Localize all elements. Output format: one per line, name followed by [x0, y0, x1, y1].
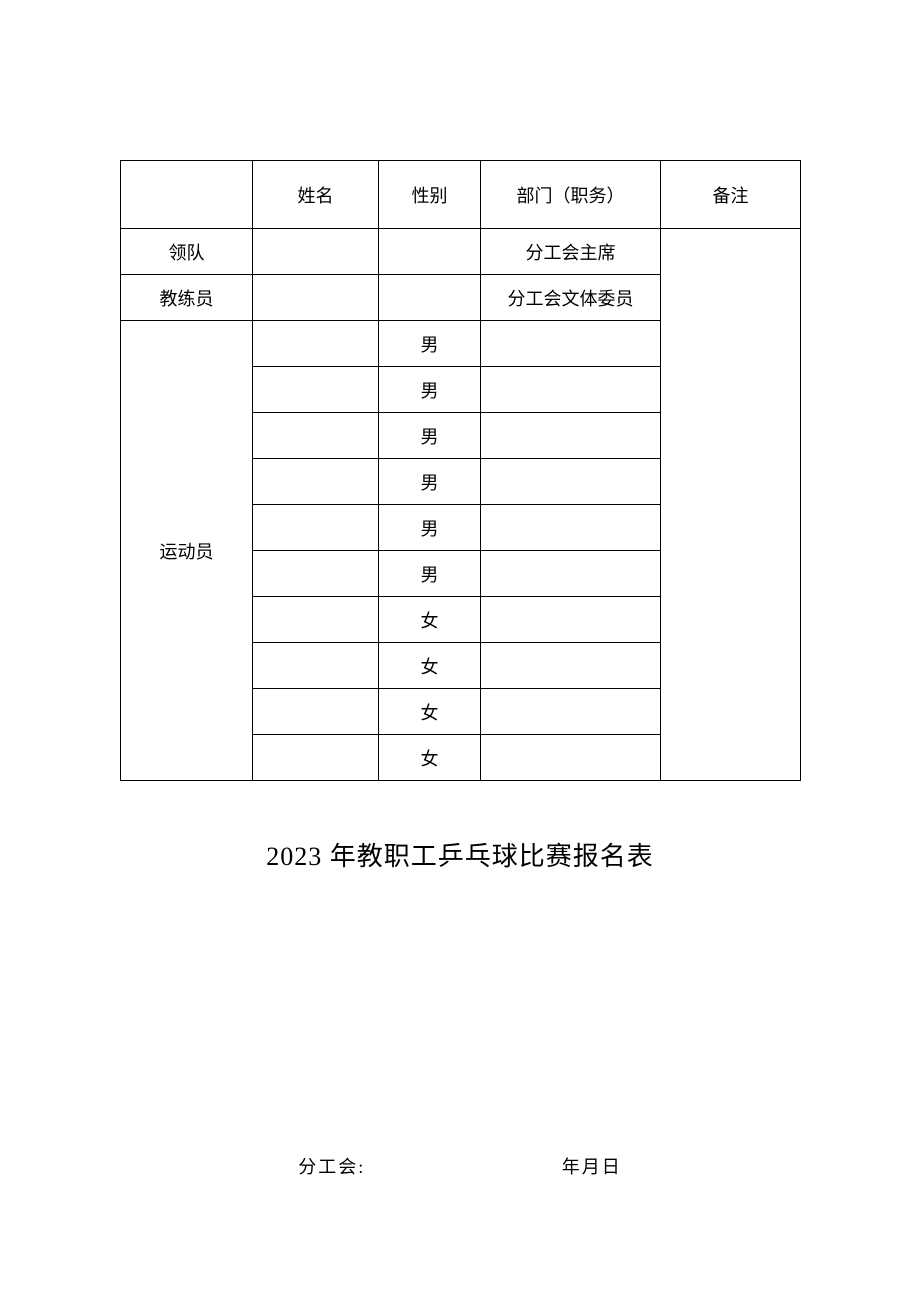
athlete-gender-cell: 女	[379, 597, 481, 643]
coach-gender-cell	[379, 275, 481, 321]
athlete-dept-cell	[481, 597, 661, 643]
athlete-dept-cell	[481, 689, 661, 735]
athlete-dept-cell	[481, 735, 661, 781]
athlete-dept-cell	[481, 551, 661, 597]
leader-gender-cell	[379, 229, 481, 275]
athlete-name-cell	[253, 735, 379, 781]
athlete-name-cell	[253, 321, 379, 367]
leader-name-cell	[253, 229, 379, 275]
athlete-gender-cell: 女	[379, 643, 481, 689]
header-role-cell	[121, 161, 253, 229]
athlete-dept-cell	[481, 459, 661, 505]
note-merged-cell	[661, 229, 801, 781]
leader-row: 领队 分工会主席	[121, 229, 801, 275]
athlete-dept-cell	[481, 643, 661, 689]
footer-line: 分工会: 年月日	[120, 1153, 800, 1179]
header-note-cell: 备注	[661, 161, 801, 229]
athlete-gender-cell: 女	[379, 689, 481, 735]
athlete-name-cell	[253, 413, 379, 459]
athlete-name-cell	[253, 367, 379, 413]
athlete-dept-cell	[481, 505, 661, 551]
page-container: 姓名 性别 部门（职务） 备注 领队 分工会主席 教练员 分工会文体委员 运动员…	[0, 0, 920, 1179]
athlete-name-cell	[253, 505, 379, 551]
athlete-gender-cell: 女	[379, 735, 481, 781]
athlete-gender-cell: 男	[379, 413, 481, 459]
registration-table: 姓名 性别 部门（职务） 备注 领队 分工会主席 教练员 分工会文体委员 运动员…	[120, 160, 801, 781]
coach-dept-cell: 分工会文体委员	[481, 275, 661, 321]
header-gender-cell: 性别	[379, 161, 481, 229]
leader-role-cell: 领队	[121, 229, 253, 275]
athlete-dept-cell	[481, 367, 661, 413]
table-header-row: 姓名 性别 部门（职务） 备注	[121, 161, 801, 229]
header-name-cell: 姓名	[253, 161, 379, 229]
athlete-name-cell	[253, 597, 379, 643]
athlete-gender-cell: 男	[379, 321, 481, 367]
athlete-role-cell: 运动员	[121, 321, 253, 781]
athlete-name-cell	[253, 459, 379, 505]
athlete-name-cell	[253, 689, 379, 735]
leader-dept-cell: 分工会主席	[481, 229, 661, 275]
coach-name-cell	[253, 275, 379, 321]
page-title: 2023 年教职工乒乓球比赛报名表	[120, 836, 800, 873]
athlete-name-cell	[253, 551, 379, 597]
coach-role-cell: 教练员	[121, 275, 253, 321]
header-dept-cell: 部门（职务）	[481, 161, 661, 229]
athlete-name-cell	[253, 643, 379, 689]
athlete-gender-cell: 男	[379, 551, 481, 597]
athlete-gender-cell: 男	[379, 505, 481, 551]
footer-date-label: 年月日	[562, 1153, 622, 1179]
athlete-dept-cell	[481, 413, 661, 459]
athlete-gender-cell: 男	[379, 367, 481, 413]
footer-union-label: 分工会:	[298, 1153, 365, 1179]
athlete-gender-cell: 男	[379, 459, 481, 505]
athlete-dept-cell	[481, 321, 661, 367]
